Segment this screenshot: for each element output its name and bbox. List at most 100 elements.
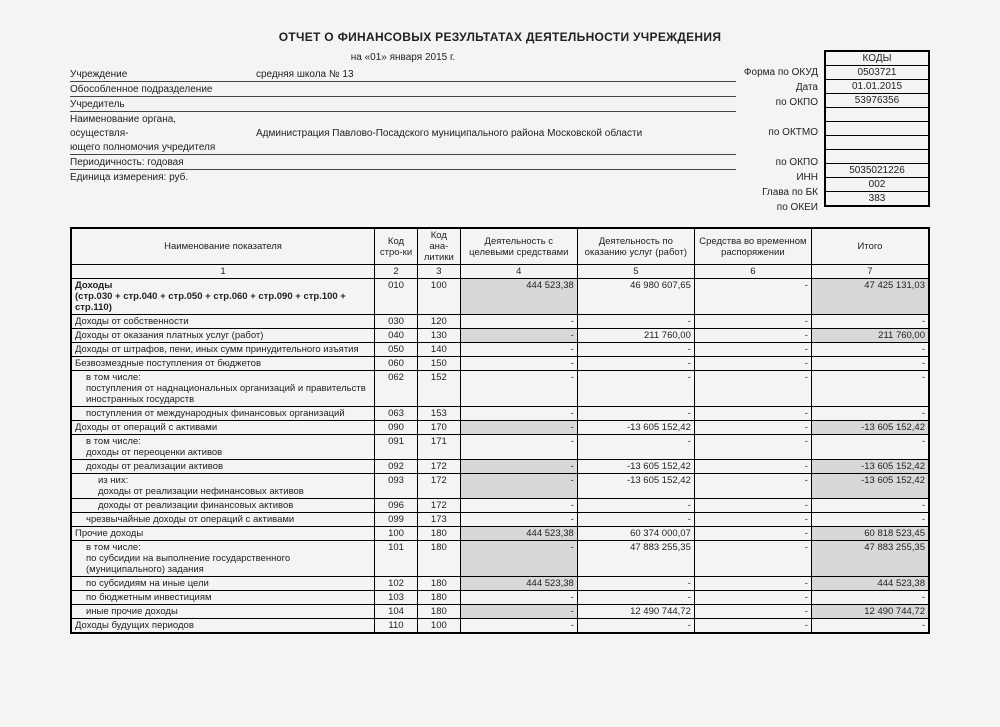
table-row: Доходы от штрафов, пени, иных сумм прину… [71, 343, 929, 357]
row-c5: -13 605 152,42 [577, 421, 694, 435]
founder-label: Учредитель [70, 99, 250, 110]
row-name: из них: доходы от реализации нефинансовы… [71, 474, 375, 499]
report-title: ОТЧЕТ О ФИНАНСОВЫХ РЕЗУЛЬТАТАХ ДЕЯТЕЛЬНО… [70, 30, 930, 44]
row-c5: - [577, 357, 694, 371]
table-row: доходы от реализации финансовых активов0… [71, 499, 929, 513]
table-row: в том числе: поступления от наднациональ… [71, 371, 929, 407]
row-ana: 180 [417, 591, 460, 605]
label-inn: ИНН [744, 170, 818, 185]
row-c6: - [694, 279, 811, 315]
label-glava: Глава по БК [744, 185, 818, 200]
code-inn: 5035021226 [825, 164, 929, 178]
row-c5: -13 605 152,42 [577, 474, 694, 499]
row-c4: - [460, 329, 577, 343]
row-c5: -13 605 152,42 [577, 460, 694, 474]
row-code: 103 [375, 591, 418, 605]
label-okei: по ОКЕИ [744, 200, 818, 215]
row-c7: -13 605 152,42 [811, 474, 929, 499]
row-c7: - [811, 435, 929, 460]
row-c7: 444 523,38 [811, 577, 929, 591]
row-c5: - [577, 315, 694, 329]
institution-label: Учреждение [70, 69, 250, 80]
col-header-c6: Средства во временном распоряжении [694, 228, 811, 265]
header-block: на «01» января 2015 г. Учреждение средня… [70, 50, 930, 215]
row-ana: 180 [417, 577, 460, 591]
table-row: в том числе: по субсидии на выполнение г… [71, 541, 929, 577]
row-c6: - [694, 315, 811, 329]
colnum-1: 1 [71, 265, 375, 279]
row-ana: 130 [417, 329, 460, 343]
code-oktmo [825, 122, 929, 136]
row-code: 063 [375, 407, 418, 421]
row-ana: 180 [417, 605, 460, 619]
row-c4: 444 523,38 [460, 527, 577, 541]
colnum-4: 4 [460, 265, 577, 279]
row-c4: - [460, 591, 577, 605]
row-ana: 152 [417, 371, 460, 407]
row-c7: - [811, 513, 929, 527]
row-c4: 444 523,38 [460, 577, 577, 591]
row-c4: - [460, 421, 577, 435]
colnum-5: 5 [577, 265, 694, 279]
col-header-c4: Деятельность с целевыми средствами [460, 228, 577, 265]
row-c4: - [460, 605, 577, 619]
table-row: Доходы от операций с активами090170--13 … [71, 421, 929, 435]
col-header-c7: Итого [811, 228, 929, 265]
row-c6: - [694, 357, 811, 371]
table-row: чрезвычайные доходы от операций с актива… [71, 513, 929, 527]
table-row: по бюджетным инвестициям103180---- [71, 591, 929, 605]
row-ana: 172 [417, 499, 460, 513]
row-c6: - [694, 577, 811, 591]
row-c5: - [577, 591, 694, 605]
col-header-ana: Код ана-литики [417, 228, 460, 265]
row-c5: - [577, 407, 694, 421]
row-c6: - [694, 343, 811, 357]
authority-value: Администрация Павлово-Посадского муницип… [250, 128, 736, 139]
row-c6: - [694, 435, 811, 460]
row-code: 010 [375, 279, 418, 315]
row-ana: 171 [417, 435, 460, 460]
row-code: 092 [375, 460, 418, 474]
code-empty2 [825, 136, 929, 150]
authority-label-3: ющего полномочия учредителя [70, 142, 250, 153]
code-okpo2 [825, 150, 929, 164]
periodicity-label: Периодичность: годовая [70, 157, 184, 168]
row-ana: 172 [417, 474, 460, 499]
row-name: Доходы от оказания платных услуг (работ) [71, 329, 375, 343]
row-c4: - [460, 474, 577, 499]
colnum-6: 6 [694, 265, 811, 279]
row-c4: - [460, 499, 577, 513]
row-code: 050 [375, 343, 418, 357]
row-c6: - [694, 619, 811, 634]
row-name: поступления от международных финансовых … [71, 407, 375, 421]
row-c6: - [694, 591, 811, 605]
row-ana: 180 [417, 541, 460, 577]
row-c6: - [694, 527, 811, 541]
label-okpo1: по ОКПО [744, 95, 818, 110]
row-c4: - [460, 541, 577, 577]
row-c4: - [460, 315, 577, 329]
row-c7: - [811, 407, 929, 421]
row-code: 096 [375, 499, 418, 513]
row-c7: 60 818 523,45 [811, 527, 929, 541]
row-c6: - [694, 513, 811, 527]
row-c5: 211 760,00 [577, 329, 694, 343]
row-code: 062 [375, 371, 418, 407]
unit-label: Единица измерения: руб. [70, 172, 188, 183]
row-c4: - [460, 343, 577, 357]
row-c7: 47 425 131,03 [811, 279, 929, 315]
table-row: Доходы будущих периодов110100---- [71, 619, 929, 634]
row-ana: 180 [417, 527, 460, 541]
row-c7: - [811, 499, 929, 513]
row-c6: - [694, 474, 811, 499]
row-code: 102 [375, 577, 418, 591]
row-code: 101 [375, 541, 418, 577]
row-c6: - [694, 605, 811, 619]
table-row: по субсидиям на иные цели102180444 523,3… [71, 577, 929, 591]
row-name: доходы от реализации активов [71, 460, 375, 474]
row-name: в том числе: доходы от переоценки активо… [71, 435, 375, 460]
codes-table: КОДЫ 0503721 01.01.2015 53976356 5035021… [824, 50, 930, 207]
row-code: 099 [375, 513, 418, 527]
row-code: 104 [375, 605, 418, 619]
row-name: по бюджетным инвестициям [71, 591, 375, 605]
